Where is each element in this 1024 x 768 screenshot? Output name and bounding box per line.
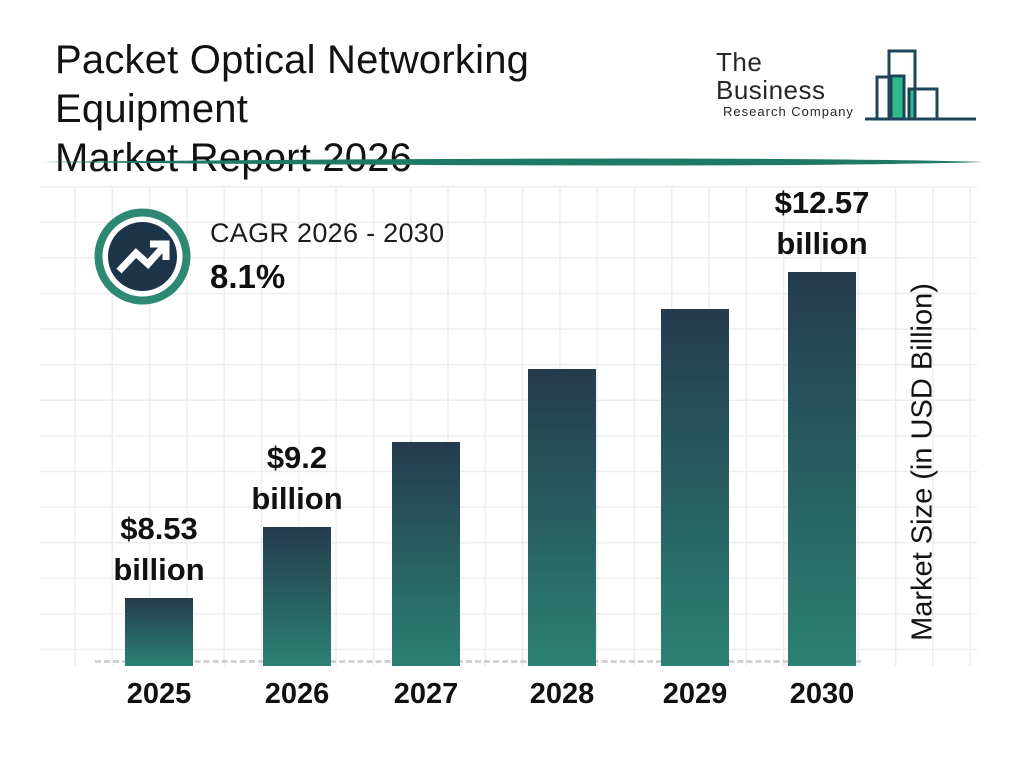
bar-chart-logo-icon [865, 49, 976, 121]
x-axis-label: 2030 [789, 678, 855, 710]
chart-bar [125, 598, 193, 666]
logo-text: The Business Research Company [716, 48, 861, 120]
page-title: Packet Optical Networking Equipment Mark… [55, 36, 715, 183]
logo-company-subtitle: Research Company [723, 104, 854, 119]
cagr-value: 8.1% [210, 258, 286, 295]
x-axis-label: 2025 [126, 678, 192, 710]
chart-bar [392, 442, 460, 666]
bar-value-line2: billion [113, 552, 205, 587]
cagr-text-block: CAGR 2026 - 2030 8.1% [210, 217, 444, 295]
company-logo: The Business Research Company [716, 36, 978, 126]
title-line-1: Packet Optical Networking Equipment [55, 38, 530, 131]
chart-bar [263, 527, 331, 666]
x-axis-label: 2026 [264, 678, 330, 710]
title-line-2: Market Report 2026 [55, 136, 413, 180]
y-axis-title: Market Size (in USD Billion) [906, 283, 939, 641]
x-axis-label: 2028 [529, 678, 595, 710]
chart-bar [661, 309, 729, 666]
x-axis-label: 2029 [662, 678, 728, 710]
cagr-badge [94, 208, 191, 305]
bar-value-label: $8.53 billion [113, 508, 204, 590]
header-divider [40, 158, 984, 166]
chart-bar [528, 369, 596, 666]
bar-value-label: $12.57 billion [775, 182, 870, 264]
bar-value-line2: billion [251, 481, 343, 516]
bar-value-line1: $12.57 [774, 185, 870, 220]
chart-bar [788, 272, 856, 666]
bar-value-line1: $9.2 [266, 440, 328, 475]
cagr-label: CAGR 2026 - 2030 [210, 218, 445, 248]
x-axis-label: 2027 [393, 678, 459, 710]
trending-up-icon [94, 208, 191, 305]
bar-value-label: $9.2 billion [251, 437, 342, 519]
chart-baseline [95, 660, 861, 663]
bar-value-line1: $8.53 [120, 511, 198, 546]
bar-value-line2: billion [776, 226, 868, 261]
logo-company-name: The Business [716, 47, 826, 105]
